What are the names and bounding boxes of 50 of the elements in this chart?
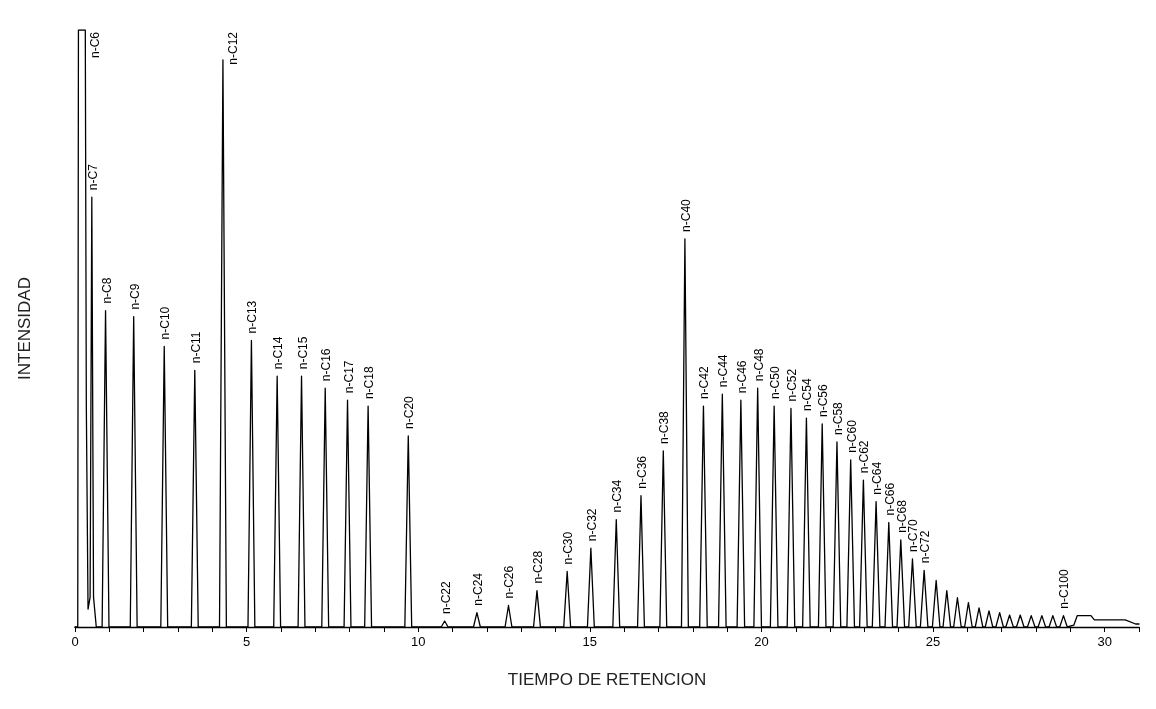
x-tick-label: 30 — [1097, 634, 1112, 649]
annotation: n-C7 — [85, 163, 100, 191]
annotation: n-C54 — [800, 378, 815, 412]
annotation: n-C26 — [502, 565, 517, 599]
annotation: n-C72 — [918, 530, 933, 564]
annotation: n-C46 — [734, 360, 749, 394]
annotation: n-C36 — [634, 455, 649, 489]
annotation: n-C34 — [610, 479, 625, 513]
annotation: n-C22 — [438, 581, 453, 615]
annotation: n-C70 — [906, 518, 921, 552]
annotation: n-C10 — [158, 306, 173, 340]
annotation: n-C42 — [697, 366, 712, 400]
annotation: n-C100 — [1057, 568, 1072, 609]
annotation: n-C56 — [816, 384, 831, 418]
annotation: n-C9 — [127, 283, 142, 310]
x-tick-label: 25 — [925, 634, 941, 649]
annotation: n-C16 — [319, 348, 334, 382]
annotation: n-C15 — [295, 336, 310, 370]
annotation: n-C32 — [584, 508, 599, 542]
annotation: n-C17 — [341, 360, 356, 394]
annotation: n-C64 — [870, 461, 885, 495]
annotation: n-C62 — [857, 440, 872, 474]
annotation: n-C66 — [882, 482, 897, 516]
annotation: n-C30 — [561, 531, 576, 565]
annotation: n-C48 — [751, 348, 766, 382]
annotation: n-C60 — [844, 419, 859, 453]
annotation: n-C68 — [894, 499, 909, 533]
annotation: n-C28 — [530, 550, 545, 584]
annotation: n-C18 — [362, 366, 377, 400]
annotation: n-C24 — [470, 572, 485, 606]
annotation: n-C11 — [188, 331, 203, 364]
annotation: n-C38 — [657, 410, 672, 444]
annotation: n-C40 — [678, 198, 693, 232]
y-axis-title: INTENSIDAD — [14, 277, 34, 380]
annotation: n-C52 — [784, 368, 799, 402]
annotation: n-C12 — [225, 31, 240, 65]
annotation: n-C58 — [830, 401, 845, 435]
annotation: n-C14 — [271, 336, 286, 370]
x-tick-label: 5 — [243, 634, 251, 649]
annotation: n-C44 — [716, 354, 731, 388]
annotation: n-C8 — [99, 277, 114, 304]
annotation: n-C50 — [768, 366, 783, 400]
annotation: n-C6 — [88, 31, 103, 59]
x-tick-label: 20 — [754, 634, 769, 649]
x-axis-title: TIEMPO DE RETENCION — [507, 670, 707, 689]
annotation: n-C20 — [402, 395, 417, 429]
annotation: n-C13 — [245, 300, 260, 334]
x-tick-label: 15 — [582, 634, 598, 649]
x-tick-label: 10 — [410, 634, 426, 649]
x-tick-label: 0 — [71, 634, 79, 649]
